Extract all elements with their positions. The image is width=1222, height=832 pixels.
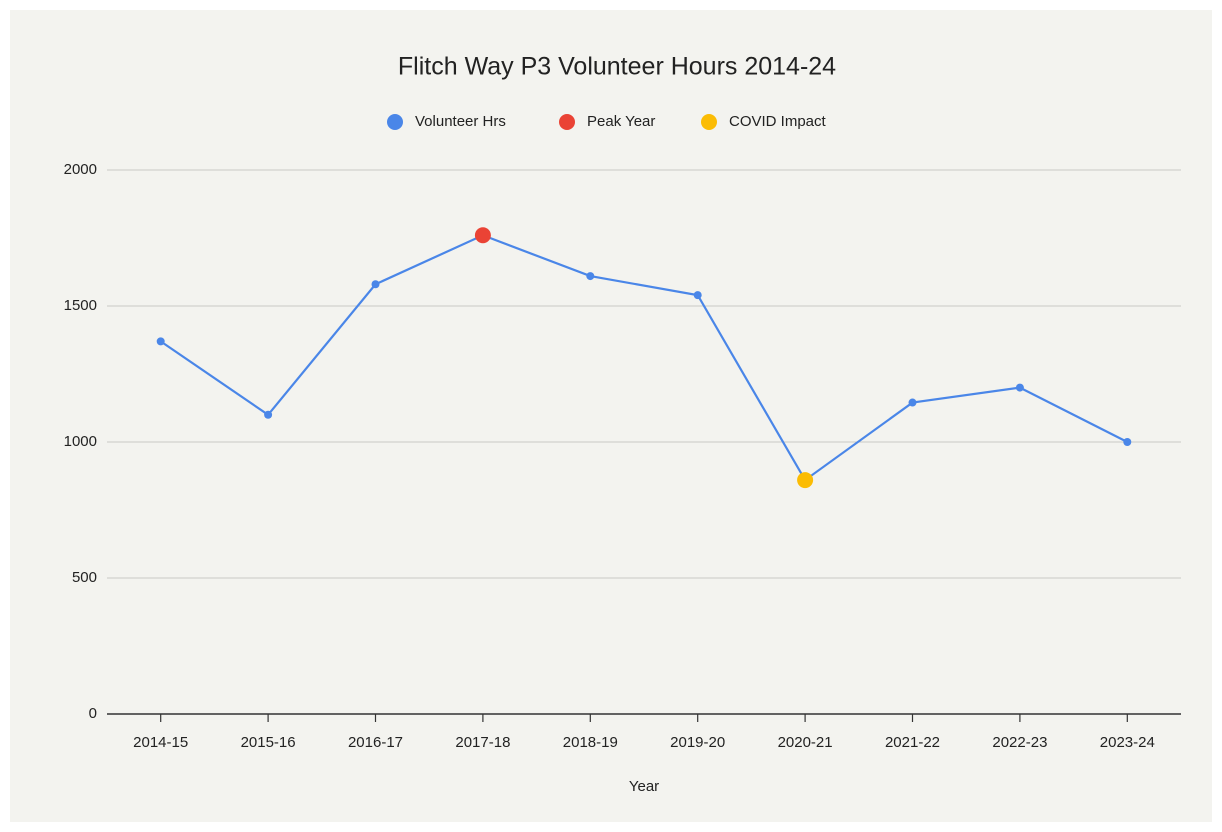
y-tick-label: 1500 xyxy=(64,297,97,314)
legend-marker xyxy=(701,114,717,130)
chart-background xyxy=(10,10,1212,822)
highlight-point xyxy=(797,472,814,489)
x-tick-label: 2019-20 xyxy=(670,734,725,751)
data-point xyxy=(371,280,380,289)
x-tick-label: 2014-15 xyxy=(133,734,188,751)
x-axis-label: Year xyxy=(629,778,659,795)
data-point xyxy=(1123,438,1132,446)
x-tick-label: 2015-16 xyxy=(241,734,296,751)
legend-label: Peak Year xyxy=(587,113,655,130)
highlight-point xyxy=(474,227,491,244)
x-tick-label: 2018-19 xyxy=(563,734,618,751)
x-tick-label: 2021-22 xyxy=(885,734,940,751)
data-point xyxy=(1015,383,1024,392)
x-tick-label: 2023-24 xyxy=(1100,734,1155,751)
y-tick-label: 2000 xyxy=(64,161,97,178)
x-tick-label: 2017-18 xyxy=(455,734,510,751)
legend-marker xyxy=(387,114,403,130)
data-point xyxy=(264,410,273,419)
y-tick-label: 1000 xyxy=(64,433,97,450)
series-line xyxy=(160,234,1128,482)
legend-marker xyxy=(559,114,575,130)
x-tick-label: 2022-23 xyxy=(992,734,1047,751)
x-tick-label: 2016-17 xyxy=(348,734,403,751)
y-tick-label: 500 xyxy=(72,569,97,586)
x-tick-label: 2020-21 xyxy=(778,734,833,751)
data-point xyxy=(693,291,702,300)
chart-title: Flitch Way P3 Volunteer Hours 2014-24 xyxy=(398,53,836,81)
legend-label: COVID Impact xyxy=(729,113,827,130)
data-point xyxy=(908,398,917,407)
legend-label: Volunteer Hrs xyxy=(415,113,506,130)
data-point xyxy=(156,337,165,346)
data-point xyxy=(586,272,595,281)
y-tick-label: 0 xyxy=(89,705,97,722)
